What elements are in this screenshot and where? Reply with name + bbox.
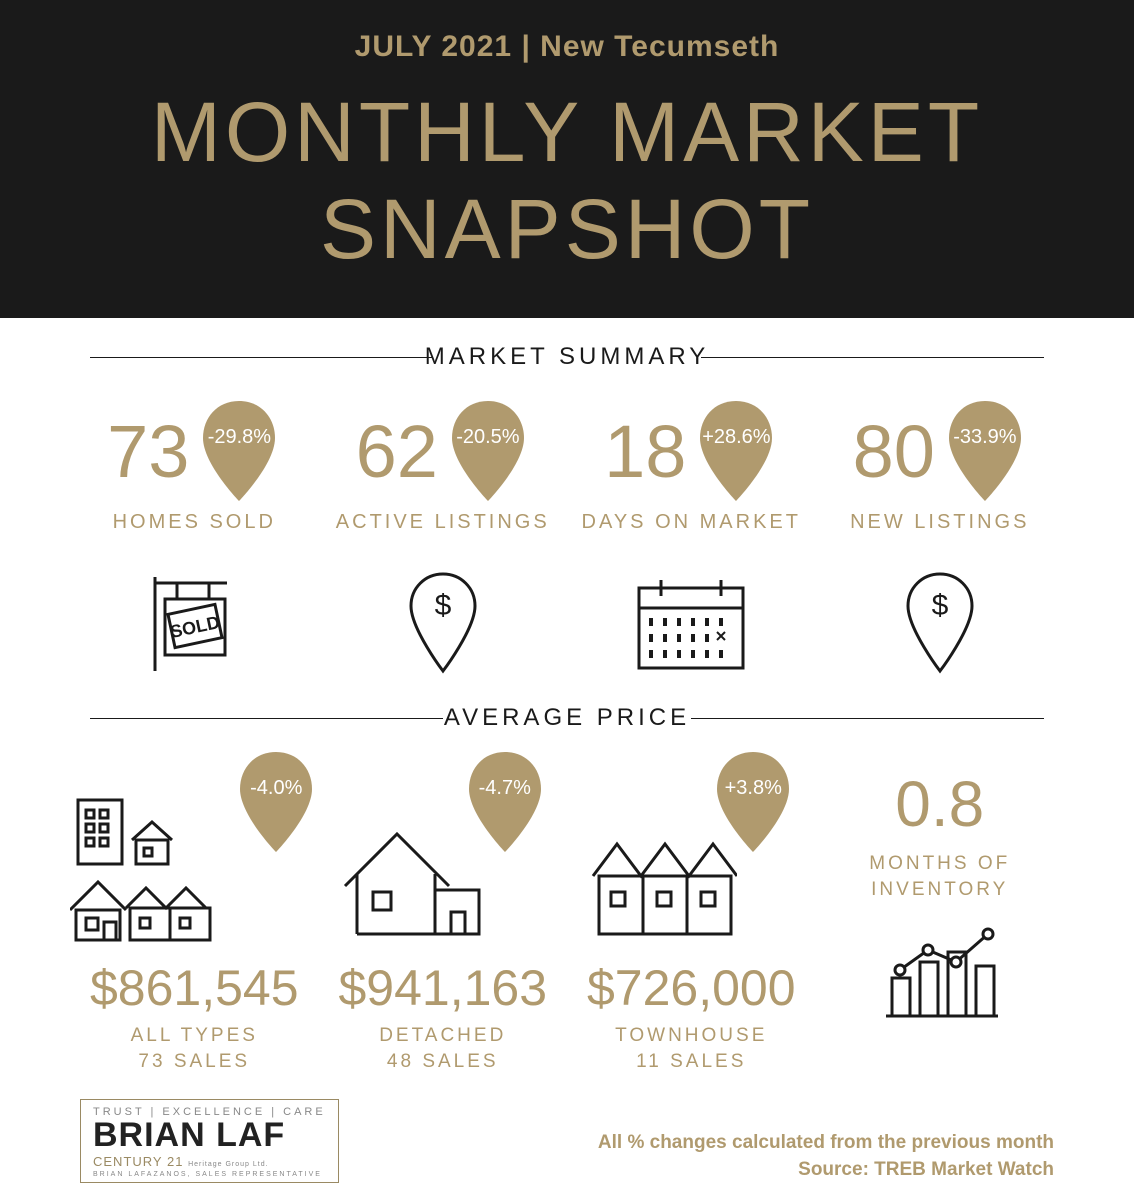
pin-dollar-icon: $	[319, 569, 568, 679]
metric-value: 18	[604, 409, 686, 494]
pin-dollar-icon: $	[816, 569, 1065, 679]
metric-value: 62	[356, 409, 438, 494]
metric-label: NEW LISTINGS	[816, 511, 1065, 534]
price-townhouse: +3.8% $726,000 TOWNHOUSE11 SALES	[567, 747, 816, 1074]
logo-bottom: BRIAN LAFAZANOS, SALES REPRESENTATIVE	[93, 1171, 326, 1178]
section-label-price: AVERAGE PRICE	[90, 704, 1044, 732]
metric-new-listings: 80 -33.9% NEW LISTINGS $	[816, 396, 1065, 679]
logo-name: BRIAN LAF	[93, 1118, 326, 1152]
inventory-label: MONTHS OFINVENTORY	[816, 851, 1065, 902]
calendar-icon	[567, 569, 816, 679]
header-title: MONTHLY MARKET SNAPSHOT	[10, 84, 1124, 278]
change-value: -4.0%	[234, 777, 318, 800]
metric-active-listings: 62 -20.5% ACTIVE LISTINGS $	[319, 396, 568, 679]
price-value: $941,163	[319, 959, 568, 1017]
change-pin-icon: -20.5%	[446, 396, 530, 506]
change-value: -20.5%	[446, 426, 530, 449]
summary-grid: 73 -29.8% HOMES SOLD SOLD 62 -20.5%	[0, 396, 1134, 679]
change-value: +3.8%	[711, 777, 795, 800]
price-label: DETACHED48 SALES	[319, 1023, 568, 1074]
footnote: All % changes calculated from the previo…	[598, 1130, 1054, 1183]
price-grid: -4.0% $861,545 ALL TYPES73 SALES -4.7%	[0, 747, 1134, 1074]
metric-label: DAYS ON MARKET	[567, 511, 816, 534]
metric-days-on-market: 18 +28.6% DAYS ON MARKET	[567, 396, 816, 679]
change-pin-icon: +3.8%	[711, 747, 795, 857]
change-value: -29.8%	[197, 426, 281, 449]
change-value: +28.6%	[694, 426, 778, 449]
sold-sign-icon: SOLD	[70, 569, 319, 679]
metric-label: HOMES SOLD	[70, 511, 319, 534]
header-sub: JULY 2021 | New Tecumseth	[10, 30, 1124, 64]
change-value: -33.9%	[943, 426, 1027, 449]
change-value: -4.7%	[463, 777, 547, 800]
price-detached: -4.7% $941,163 DETACHED48 SALES	[319, 747, 568, 1074]
svg-text:$: $	[931, 589, 948, 622]
metric-value: 80	[853, 409, 935, 494]
metric-value: 73	[107, 409, 189, 494]
change-pin-icon: -4.0%	[234, 747, 318, 857]
inventory-value: 0.8	[816, 767, 1065, 841]
metric-homes-sold: 73 -29.8% HOMES SOLD SOLD	[70, 396, 319, 679]
section-label-summary: MARKET SUMMARY	[90, 343, 1044, 371]
svg-text:$: $	[434, 589, 451, 622]
chart-icon	[816, 922, 1065, 1027]
brand-logo: TRUST | EXCELLENCE | CARE BRIAN LAF CENT…	[80, 1099, 339, 1183]
change-pin-icon: +28.6%	[694, 396, 778, 506]
price-all-types: -4.0% $861,545 ALL TYPES73 SALES	[70, 747, 319, 1074]
metric-label: ACTIVE LISTINGS	[319, 511, 568, 534]
inventory-cell: 0.8 MONTHS OFINVENTORY	[816, 747, 1065, 1074]
change-pin-icon: -4.7%	[463, 747, 547, 857]
svg-text:SOLD: SOLD	[169, 612, 222, 642]
change-pin-icon: -33.9%	[943, 396, 1027, 506]
price-value: $726,000	[567, 959, 816, 1017]
price-label: TOWNHOUSE11 SALES	[567, 1023, 816, 1074]
header-banner: JULY 2021 | New Tecumseth MONTHLY MARKET…	[0, 0, 1134, 318]
price-label: ALL TYPES73 SALES	[70, 1023, 319, 1074]
logo-sub: CENTURY 21 Heritage Group Ltd.	[93, 1154, 326, 1169]
change-pin-icon: -29.8%	[197, 396, 281, 506]
price-value: $861,545	[70, 959, 319, 1017]
buildings-mix-icon	[70, 782, 230, 947]
